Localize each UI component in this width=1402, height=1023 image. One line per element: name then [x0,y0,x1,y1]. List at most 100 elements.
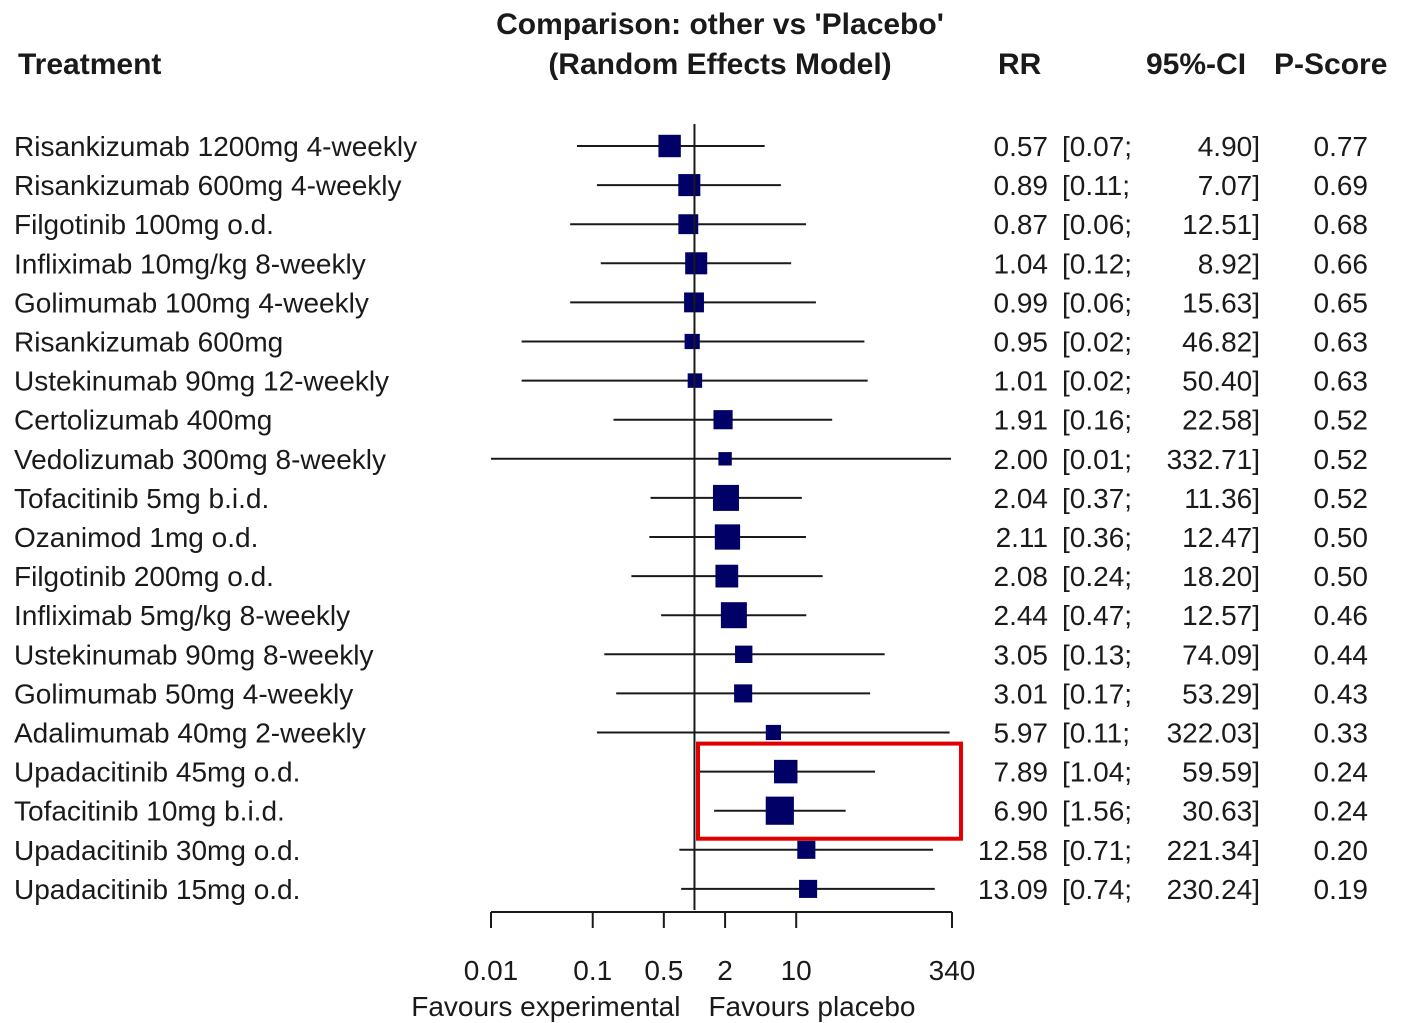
table-row: Risankizumab 600mg 0.95 [0.02; 46.82] 0.63 [14,327,1368,358]
treatment-label: Risankizumab 600mg 4-weekly [14,170,402,201]
ci-upper-value: 322.03] [1167,718,1260,749]
rr-value: 2.08 [994,561,1049,592]
ci-upper-value: 12.47] [1182,522,1260,553]
table-row: Vedolizumab 300mg 8-weekly 2.00 [0.01; 332.… [14,444,1368,475]
ci-upper-value: 22.58] [1182,405,1260,436]
treatment-label: Certolizumab 400mg [14,405,272,436]
ci-upper-value: 12.51] [1182,209,1260,240]
x-axis: 0.01 0.1 0.5 2 10 340 Favours experimental Favo… [411,124,975,1022]
table-row: Tofacitinib 10mg b.i.d. 6.90 [1.56; 30.63] 0… [14,796,1368,827]
pscore-value: 0.63 [1314,366,1369,397]
estimate-square [799,879,818,898]
table-row: Golimumab 50mg 4-weekly 3.01 [0.17; 53.29] 0… [14,678,1368,709]
ci-upper-value: 332.71] [1167,444,1260,475]
ci-lower-value: [0.12; [1062,248,1132,279]
table-row: Infliximab 10mg/kg 8-weekly 1.04 [0.12; 8.9… [14,248,1368,279]
rr-value: 1.01 [994,366,1049,397]
rr-value: 13.09 [978,874,1048,905]
treatment-label: Tofacitinib 5mg b.i.d. [14,483,269,514]
ci-upper-value: 59.59] [1182,757,1260,788]
comparison-title: Comparison: other vs 'Placebo' [496,8,944,41]
table-row: Ustekinumab 90mg 8-weekly 3.05 [0.13; 74.09… [14,639,1368,670]
ci-lower-value: [0.06; [1062,209,1132,240]
pscore-value: 0.19 [1314,874,1369,905]
pscore-value: 0.63 [1314,327,1369,358]
ci-lower-value: [0.07; [1062,131,1132,162]
pscore-value: 0.20 [1314,835,1369,866]
ci-upper-value: 230.24] [1167,874,1260,905]
ci-upper-value: 53.29] [1182,678,1260,709]
rr-value: 1.04 [994,248,1049,279]
rr-value: 0.89 [994,170,1049,201]
treatment-label: Ustekinumab 90mg 8-weekly [14,639,374,670]
ci-lower-value: [0.11; [1062,170,1130,201]
treatment-label: Ozanimod 1mg o.d. [14,522,258,553]
ci-lower-value: [1.04; [1062,757,1132,788]
table-row: Filgotinib 200mg o.d. 2.08 [0.24; 18.20] 0.5… [14,561,1368,592]
treatment-label: Golimumab 50mg 4-weekly [14,678,353,709]
rr-value: 6.90 [994,796,1049,827]
pscore-value: 0.33 [1314,718,1369,749]
estimate-square [715,564,739,588]
table-row: Filgotinib 100mg o.d. 0.87 [0.06; 12.51] 0.6… [14,209,1368,240]
ci-lower-value: [0.74; [1062,874,1132,905]
x-tick-label: 2 [717,955,733,986]
rr-value: 0.99 [994,287,1049,318]
rr-value: 0.57 [994,131,1049,162]
treatment-label: Filgotinib 100mg o.d. [14,209,274,240]
ci-header: 95%-CI [1146,48,1247,81]
ci-lower-value: [0.24; [1062,561,1132,592]
model-subtitle: (Random Effects Model) [548,48,892,81]
pscore-value: 0.65 [1314,287,1369,318]
rr-value: 2.04 [994,483,1049,514]
pscore-value: 0.52 [1314,444,1369,475]
estimate-square [735,645,753,663]
estimate-square [797,840,816,859]
ci-lower-value: [1.56; [1062,796,1132,827]
treatment-label: Upadacitinib 45mg o.d. [14,757,300,788]
rr-value: 2.00 [994,444,1049,475]
table-row: Risankizumab 1200mg 4-weekly 0.57 [0.07; 4.… [14,131,1368,162]
treatment-label: Golimumab 100mg 4-weekly [14,287,369,318]
ci-upper-value: 11.36] [1184,483,1260,514]
pscore-value: 0.24 [1314,796,1369,827]
ci-upper-value: 46.82] [1182,327,1260,358]
pscore-value: 0.69 [1314,170,1369,201]
ci-lower-value: [0.17; [1062,678,1132,709]
x-tick-label: 0.01 [464,955,519,986]
ci-upper-value: 8.92] [1198,248,1260,279]
ci-upper-value: 18.20] [1182,561,1260,592]
table-row: Upadacitinib 15mg o.d. 13.09 [0.74; 230.24]… [14,874,1368,905]
pscore-value: 0.52 [1314,405,1369,436]
ci-lower-value: [0.02; [1062,366,1132,397]
rr-value: 0.95 [994,327,1049,358]
rr-value: 5.97 [994,718,1049,749]
estimate-square [773,759,798,784]
estimate-square [718,452,732,466]
table-row: Upadacitinib 45mg o.d. 7.89 [1.04; 59.59] 0.… [14,757,1368,788]
treatment-label: Risankizumab 600mg [14,327,283,358]
rows-layer: Risankizumab 1200mg 4-weekly 0.57 [0.07; 4.… [14,131,1368,905]
treatment-header: Treatment [18,48,162,81]
x-tick-label: 0.5 [644,955,683,986]
estimate-square [714,524,741,550]
treatment-label: Infliximab 5mg/kg 8-weekly [14,600,350,631]
pscore-header: P-Score [1274,48,1388,81]
ci-lower-value: [0.71; [1062,835,1132,866]
pscore-value: 0.43 [1314,678,1369,709]
ci-lower-value: [0.06; [1062,287,1132,318]
treatment-label: Risankizumab 1200mg 4-weekly [14,131,417,162]
treatment-label: Vedolizumab 300mg 8-weekly [14,444,386,475]
estimate-square [734,684,753,703]
treatment-label: Upadacitinib 15mg o.d. [14,874,300,905]
favours-experimental-label: Favours experimental [411,991,680,1022]
treatment-label: Tofacitinib 10mg b.i.d. [14,796,285,827]
x-tick-label: 0.1 [573,955,612,986]
table-row: Ozanimod 1mg o.d. 2.11 [0.36; 12.47] 0.50 [14,522,1368,553]
rr-value: 2.44 [994,600,1049,631]
table-row: Upadacitinib 30mg o.d. 12.58 [0.71; 221.34]… [14,835,1368,866]
treatment-label: Filgotinib 200mg o.d. [14,561,274,592]
ci-upper-value: 15.63] [1182,287,1260,318]
ci-lower-value: [0.37; [1062,483,1132,514]
